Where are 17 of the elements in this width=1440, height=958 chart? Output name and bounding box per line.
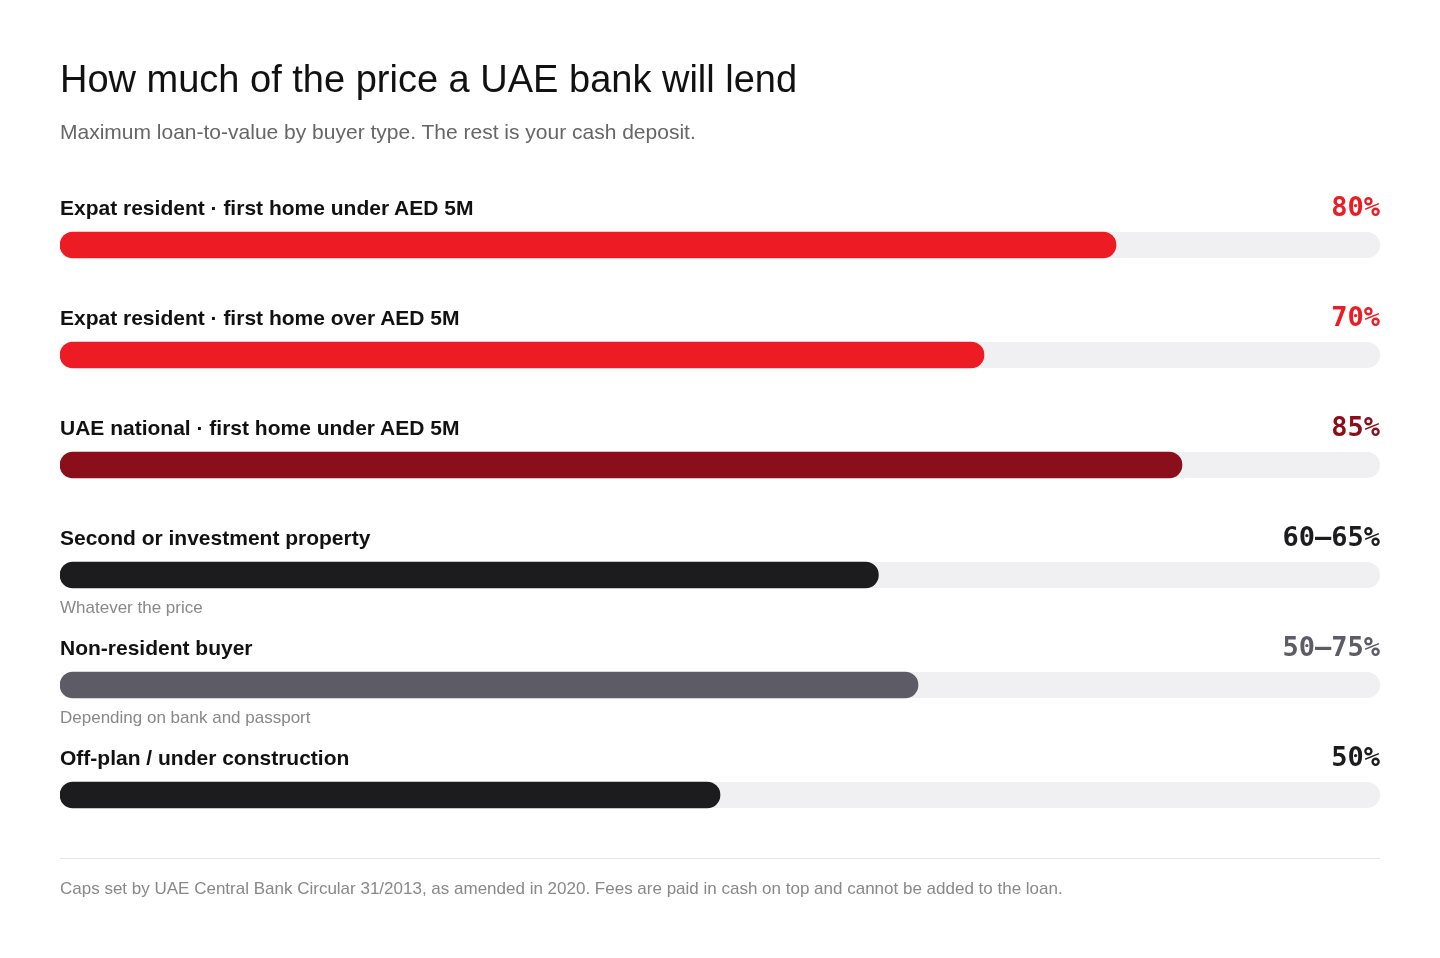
text: Caps set by UAE Central Bank Circular 31/2013, as amended in 2020. Fees are paid in cash on top and cannot be added to the loan. bbox=[60, 858, 1380, 899]
y-tick-label: UAE national · first home under AED 5M bbox=[60, 416, 460, 439]
data-label: 85% bbox=[1331, 411, 1381, 442]
data-label: 70% bbox=[1331, 301, 1381, 332]
data-label: 50% bbox=[1331, 741, 1381, 772]
chart-subtitle: Maximum loan-to-value by buyer type. The rest is your cash deposit. bbox=[60, 120, 696, 144]
y-tick-label: Expat resident · first home over AED 5M bbox=[60, 306, 460, 329]
y-tick-label: Second or investment property bbox=[60, 526, 371, 549]
data-label: 80% bbox=[1331, 191, 1381, 222]
annotation: 60–65% bbox=[1282, 521, 1381, 552]
annotation: Whatever the price bbox=[60, 598, 203, 617]
chart-title: How much of the price a UAE bank will lend bbox=[60, 58, 798, 101]
y-tick-label: Expat resident · first home under AED 5M bbox=[60, 196, 474, 219]
y-tick-label: Off-plan / under construction bbox=[60, 746, 350, 769]
annotation: Depending on bank and passport bbox=[60, 708, 311, 727]
annotation: 50–75% bbox=[1282, 631, 1381, 662]
y-tick-label: Non-resident buyer bbox=[60, 636, 253, 659]
